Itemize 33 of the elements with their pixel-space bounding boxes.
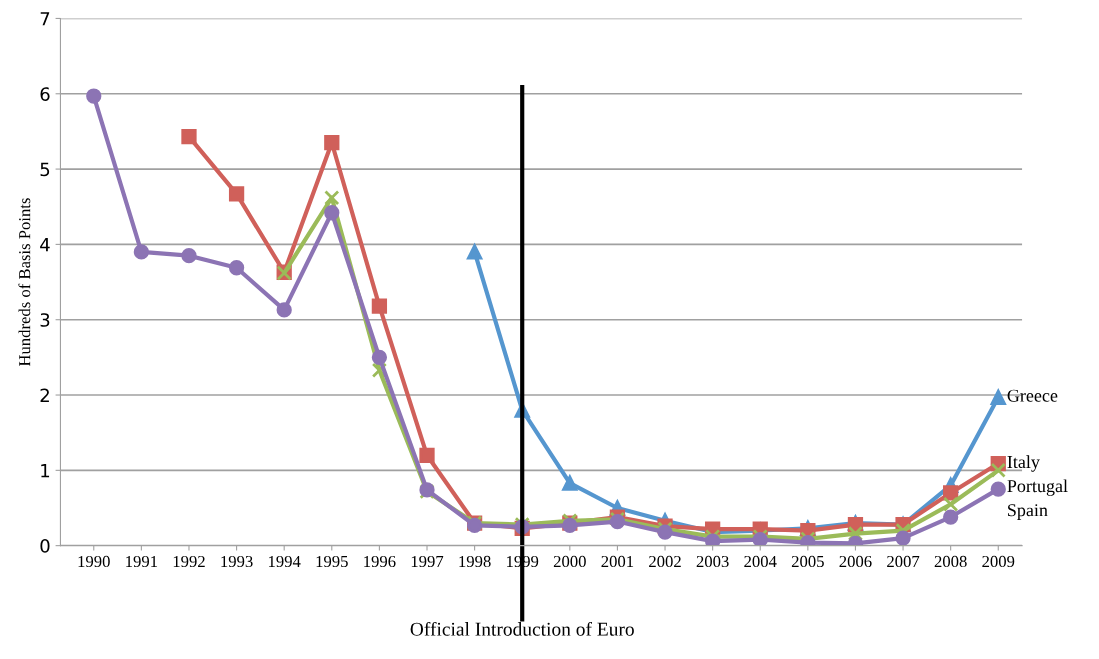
x-tick-label: 1995 (316, 555, 348, 568)
series-label: Italy (1007, 455, 1040, 472)
y-tick-label: 3 (40, 313, 50, 327)
y-axis-title: Hundreds of Basis Points (18, 198, 31, 367)
x-tick-label: 2002 (649, 555, 681, 568)
x-tick-label: 1994 (268, 555, 301, 568)
x-tick-label: 2005 (791, 555, 824, 568)
y-tick-label: 0 (40, 539, 50, 553)
x-tick-label: 1991 (126, 555, 158, 568)
x-tick-label: 2000 (553, 555, 586, 568)
y-tick-label: 4 (40, 238, 50, 252)
y-tick-label: 5 (40, 162, 50, 177)
x-tick-label: 1996 (364, 555, 396, 568)
x-tick-label: 1992 (173, 555, 205, 568)
x-tick-label: 2004 (744, 555, 777, 568)
x-tick-label: 2009 (982, 555, 1015, 568)
x-tick-label: 2003 (696, 555, 729, 568)
series-label: Portugal (1007, 479, 1068, 496)
x-tick-label: 1998 (459, 555, 491, 568)
x-tick-label: 2008 (934, 555, 967, 568)
y-tick-label: 2 (40, 388, 49, 402)
y-tick-label: 6 (40, 87, 50, 101)
series-label: Greece (1007, 389, 1058, 402)
x-tick-label: 2007 (887, 555, 920, 568)
y-tick-label: 7 (40, 12, 50, 26)
x-tick-label: 1997 (411, 555, 444, 568)
x-tick-label: 2006 (839, 555, 872, 568)
x-tick-label: 1993 (221, 555, 253, 568)
y-tick-label: 1 (41, 464, 50, 478)
series-label: Spain (1008, 504, 1048, 520)
ref-line-label: Official Introduction of Euro (410, 621, 634, 636)
x-tick-label: 1990 (78, 555, 110, 568)
x-tick-label: 2001 (601, 555, 634, 568)
